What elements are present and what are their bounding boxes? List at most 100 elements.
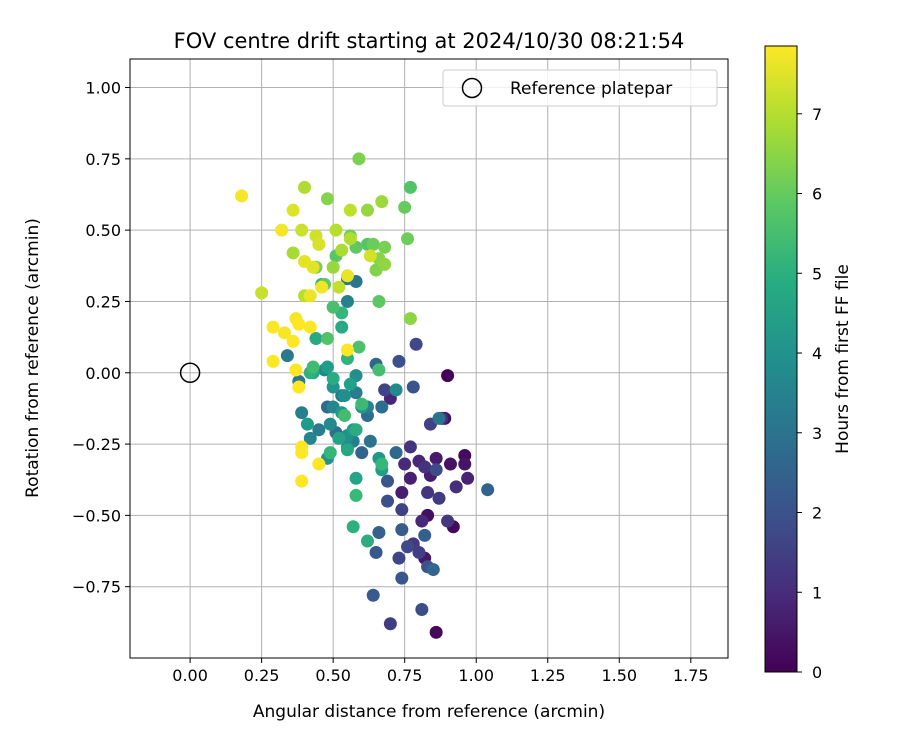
x-axis-ticks: 0.00 0.25 0.50 0.75 1.00 1.25 1.50 1.75 [172,658,709,685]
data-point [338,389,352,403]
data-point [415,603,429,617]
data-point [343,203,357,217]
colorbar-tick-label: 4 [812,344,822,363]
colorbar-tick-label: 1 [812,583,822,602]
y-axis-ticks: −0.75 −0.50 −0.25 0.00 0.25 0.50 0.75 1.00 [72,79,130,597]
data-point [235,189,249,203]
data-point [292,380,306,394]
data-point [429,463,443,477]
colorbar-tick-label: 7 [812,105,822,124]
data-point [449,480,463,494]
data-point [266,320,280,334]
data-point [320,332,334,346]
data-point [329,223,343,237]
data-point [332,280,346,294]
data-point [295,223,309,237]
data-point [363,249,377,263]
data-point [303,320,317,334]
colorbar-tick-label: 0 [812,663,822,682]
x-tick-label: 1.50 [601,666,637,685]
data-point [372,363,386,377]
data-point [266,354,280,368]
data-point [441,514,455,528]
data-point [360,534,374,548]
data-point [389,383,403,397]
data-point [372,525,386,539]
x-tick-label: 0.25 [244,666,280,685]
data-point [326,371,340,385]
data-point [326,260,340,274]
data-point [481,483,495,497]
data-point [335,243,349,257]
data-point [346,520,360,534]
data-point [309,332,323,346]
x-tick-label: 1.75 [673,666,709,685]
data-point [378,240,392,254]
x-tick-label: 1.00 [458,666,494,685]
data-point [372,294,386,308]
colorbar-tick-label: 5 [812,264,822,283]
x-tick-label: 0.50 [315,666,351,685]
data-point [332,431,346,445]
data-point [461,471,475,485]
x-tick-label: 0.75 [387,666,423,685]
data-point [395,486,409,500]
y-tick-label: −0.25 [72,435,121,454]
data-point [320,192,334,206]
data-point [415,514,429,528]
data-point [326,300,340,314]
legend-box [442,69,718,107]
data-point [401,540,415,554]
colorbar-tick-label: 6 [812,185,822,204]
data-point [303,289,317,303]
data-point [395,523,409,537]
data-point [418,460,432,474]
data-point [355,446,369,460]
data-point [366,237,380,251]
data-point [392,354,406,368]
colorbar-label: Hours from first FF file [833,264,853,454]
data-point [286,246,300,260]
data-point [366,588,380,602]
y-tick-label: 1.00 [85,79,121,98]
data-point [360,203,374,217]
data-point [295,474,309,488]
data-point [289,363,303,377]
data-point [363,434,377,448]
data-point [315,280,329,294]
y-tick-label: 0.25 [85,292,121,311]
data-point [375,400,389,414]
x-tick-label: 1.25 [530,666,566,685]
data-point [286,334,300,348]
data-point [286,203,300,217]
data-point [403,471,417,485]
legend: Reference platepar [442,69,718,107]
legend-reference-marker [461,77,483,99]
colorbar-ticks: 0 1 2 3 4 5 6 7 [797,105,822,682]
data-points [179,152,495,639]
y-tick-label: 0.00 [85,364,121,383]
data-point [378,383,392,397]
data-point [406,380,420,394]
data-point [340,294,354,308]
data-point [298,180,312,194]
data-point [343,377,357,391]
data-point [432,411,446,425]
y-tick-label: 0.75 [85,150,121,169]
data-point [403,180,417,194]
data-point [381,474,395,488]
data-point [303,431,317,445]
reference-platepar-marker [179,362,201,384]
data-point [426,563,440,577]
data-point [421,486,435,500]
data-point [395,571,409,585]
data-point [395,503,409,517]
data-point [398,200,412,214]
y-axis-label: Rotation from reference (arcmin) [23,218,43,498]
data-point [458,457,472,471]
data-point [340,269,354,283]
data-point [323,417,337,431]
data-point [278,326,292,340]
data-point [338,409,352,423]
